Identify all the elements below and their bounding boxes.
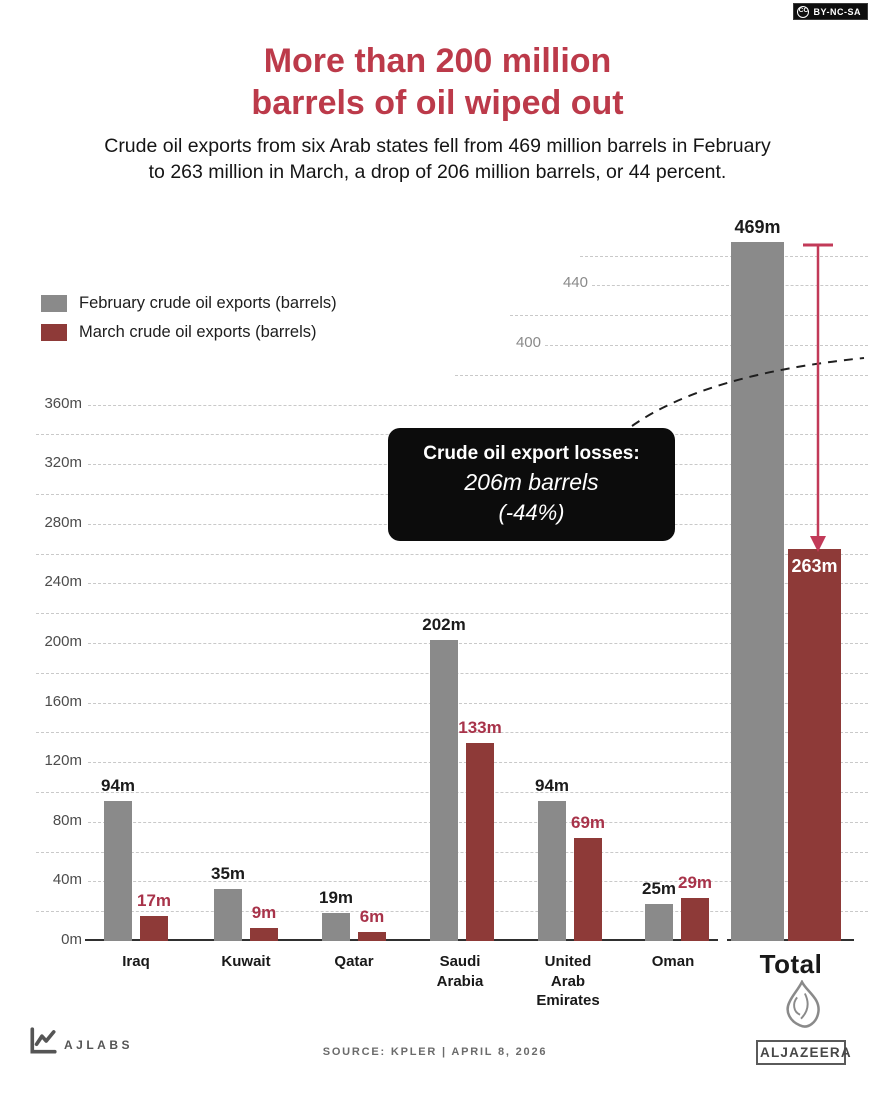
y-axis-tick-400: 400 — [515, 334, 541, 351]
bar-iraq-mar — [140, 915, 168, 941]
bar-kuwait-feb — [214, 888, 242, 941]
y-axis-tick-120m: 120m — [44, 752, 82, 770]
gridline-200m — [88, 643, 868, 644]
bar-total-feb — [731, 242, 784, 941]
subtitle-line-2: to 263 million in March, a drop of 206 m… — [148, 161, 727, 184]
x-axis-line-main — [85, 939, 718, 942]
y-axis-tick-200m: 200m — [44, 633, 82, 650]
license-label: BY-NC-SA — [813, 6, 861, 17]
page-title: More than 200 million barrels of oil wip… — [0, 40, 875, 124]
title-line-2: barrels of oil wiped out — [251, 84, 624, 123]
gridline-380m — [455, 374, 868, 376]
gridline-420m — [510, 315, 868, 317]
value-label-iraq-feb: 94m — [100, 775, 136, 795]
x-axis-label-qatar: Qatar — [334, 953, 374, 970]
x-axis-label-oman: Oman — [651, 953, 695, 970]
bar-kuwait-mar — [250, 927, 278, 941]
legend-label: February crude oil exports (barrels) — [79, 294, 337, 312]
value-label-iraq-mar: 17m — [136, 890, 172, 910]
y-axis-tick-240m: 240m — [44, 573, 82, 591]
bar-saudi-arabia-mar — [466, 742, 494, 941]
callout-title: Crude oil export losses: — [423, 443, 640, 464]
gridline-240m — [88, 583, 868, 585]
page-subtitle: Crude oil exports from six Arab states f… — [0, 133, 875, 186]
gridline-220m — [36, 613, 868, 615]
creative-commons-icon: CC — [797, 5, 810, 18]
y-axis-tick-40m: 40m — [52, 871, 82, 889]
gridline-360m — [88, 404, 868, 406]
source-credit: SOURCE: KPLER | APRIL 8, 2026 — [322, 1046, 548, 1058]
legend-label: March crude oil exports (barrels) — [79, 323, 317, 341]
bar-total-mar — [788, 549, 841, 941]
y-axis-tick-280m: 280m — [44, 513, 82, 531]
bar-oman-feb — [645, 903, 673, 941]
bar-saudi-arabia-feb — [430, 640, 458, 941]
bar-qatar-mar — [358, 932, 386, 941]
gridline-440m — [592, 285, 868, 287]
value-label-oman-mar: 29m — [677, 872, 713, 892]
callout-percent: (-44%) — [498, 500, 565, 525]
y-axis-tick-320m: 320m — [44, 454, 82, 472]
legend-item-1: March crude oil exports (barrels) — [41, 323, 337, 342]
aljazeera-logo: ALJAZEERA — [756, 980, 851, 1065]
value-label-saudi-arabia-feb: 202m — [422, 615, 466, 635]
bar-united-arab-emirates-mar — [574, 838, 602, 941]
value-label-united-arab-emirates-feb: 94m — [534, 775, 570, 795]
x-axis-label-saudi-arabia: Saudi Arabia — [436, 953, 484, 990]
bar-qatar-feb — [322, 912, 350, 941]
x-axis-label-united-arab-emirates: United Arab Emirates — [536, 953, 600, 1009]
y-axis-tick-160m: 160m — [44, 692, 82, 710]
legend-swatch — [41, 295, 67, 312]
ajlabs-logo: AJLABS — [28, 1026, 133, 1056]
bar-united-arab-emirates-feb — [538, 800, 566, 941]
y-axis-tick-360m: 360m — [44, 394, 82, 412]
legend-swatch — [41, 324, 67, 341]
loss-callout: Crude oil export losses: 206m barrels (-… — [388, 428, 675, 541]
value-label-saudi-arabia-mar: 133m — [458, 717, 502, 737]
aljazeera-flame-icon — [786, 980, 820, 1028]
chart-legend: February crude oil exports (barrels) Marc… — [41, 294, 337, 352]
gridline-260m — [36, 553, 868, 555]
value-label-kuwait-mar: 9m — [251, 902, 277, 922]
bar-oman-mar — [681, 897, 709, 941]
subtitle-line-1: Crude oil exports from six Arab states f… — [104, 135, 771, 157]
y-axis-tick-80m: 80m — [52, 811, 82, 829]
cc-license-badge: CC BY-NC-SA — [793, 3, 868, 20]
gridline-460m — [580, 255, 868, 257]
x-axis-label-kuwait: Kuwait — [221, 953, 271, 970]
y-axis-tick-0m: 0m — [61, 931, 82, 948]
value-label-qatar-feb: 19m — [318, 887, 354, 907]
bar-iraq-feb — [104, 800, 132, 941]
gridline-400m — [545, 345, 868, 346]
ajlabs-label: AJLABS — [64, 1038, 134, 1052]
value-label-total-feb: 469m — [734, 217, 781, 238]
value-label-total-mar: 263m — [791, 556, 838, 577]
legend-item-0: February crude oil exports (barrels) — [41, 294, 337, 313]
value-label-qatar-mar: 6m — [359, 907, 385, 927]
value-label-kuwait-feb: 35m — [210, 863, 246, 883]
value-label-oman-feb: 25m — [641, 878, 677, 898]
x-axis-label-iraq: Iraq — [122, 953, 150, 970]
callout-value: 206m barrels — [464, 469, 599, 495]
x-axis-label-total: Total — [759, 949, 823, 979]
value-label-united-arab-emirates-mar: 69m — [570, 813, 606, 833]
line-chart-icon — [30, 1027, 57, 1054]
gridline-160m — [88, 702, 868, 704]
y-axis-tick-440: 440 — [562, 274, 588, 292]
aljazeera-wordmark: ALJAZEERA — [756, 1040, 851, 1065]
title-line-1: More than 200 million — [263, 42, 612, 80]
